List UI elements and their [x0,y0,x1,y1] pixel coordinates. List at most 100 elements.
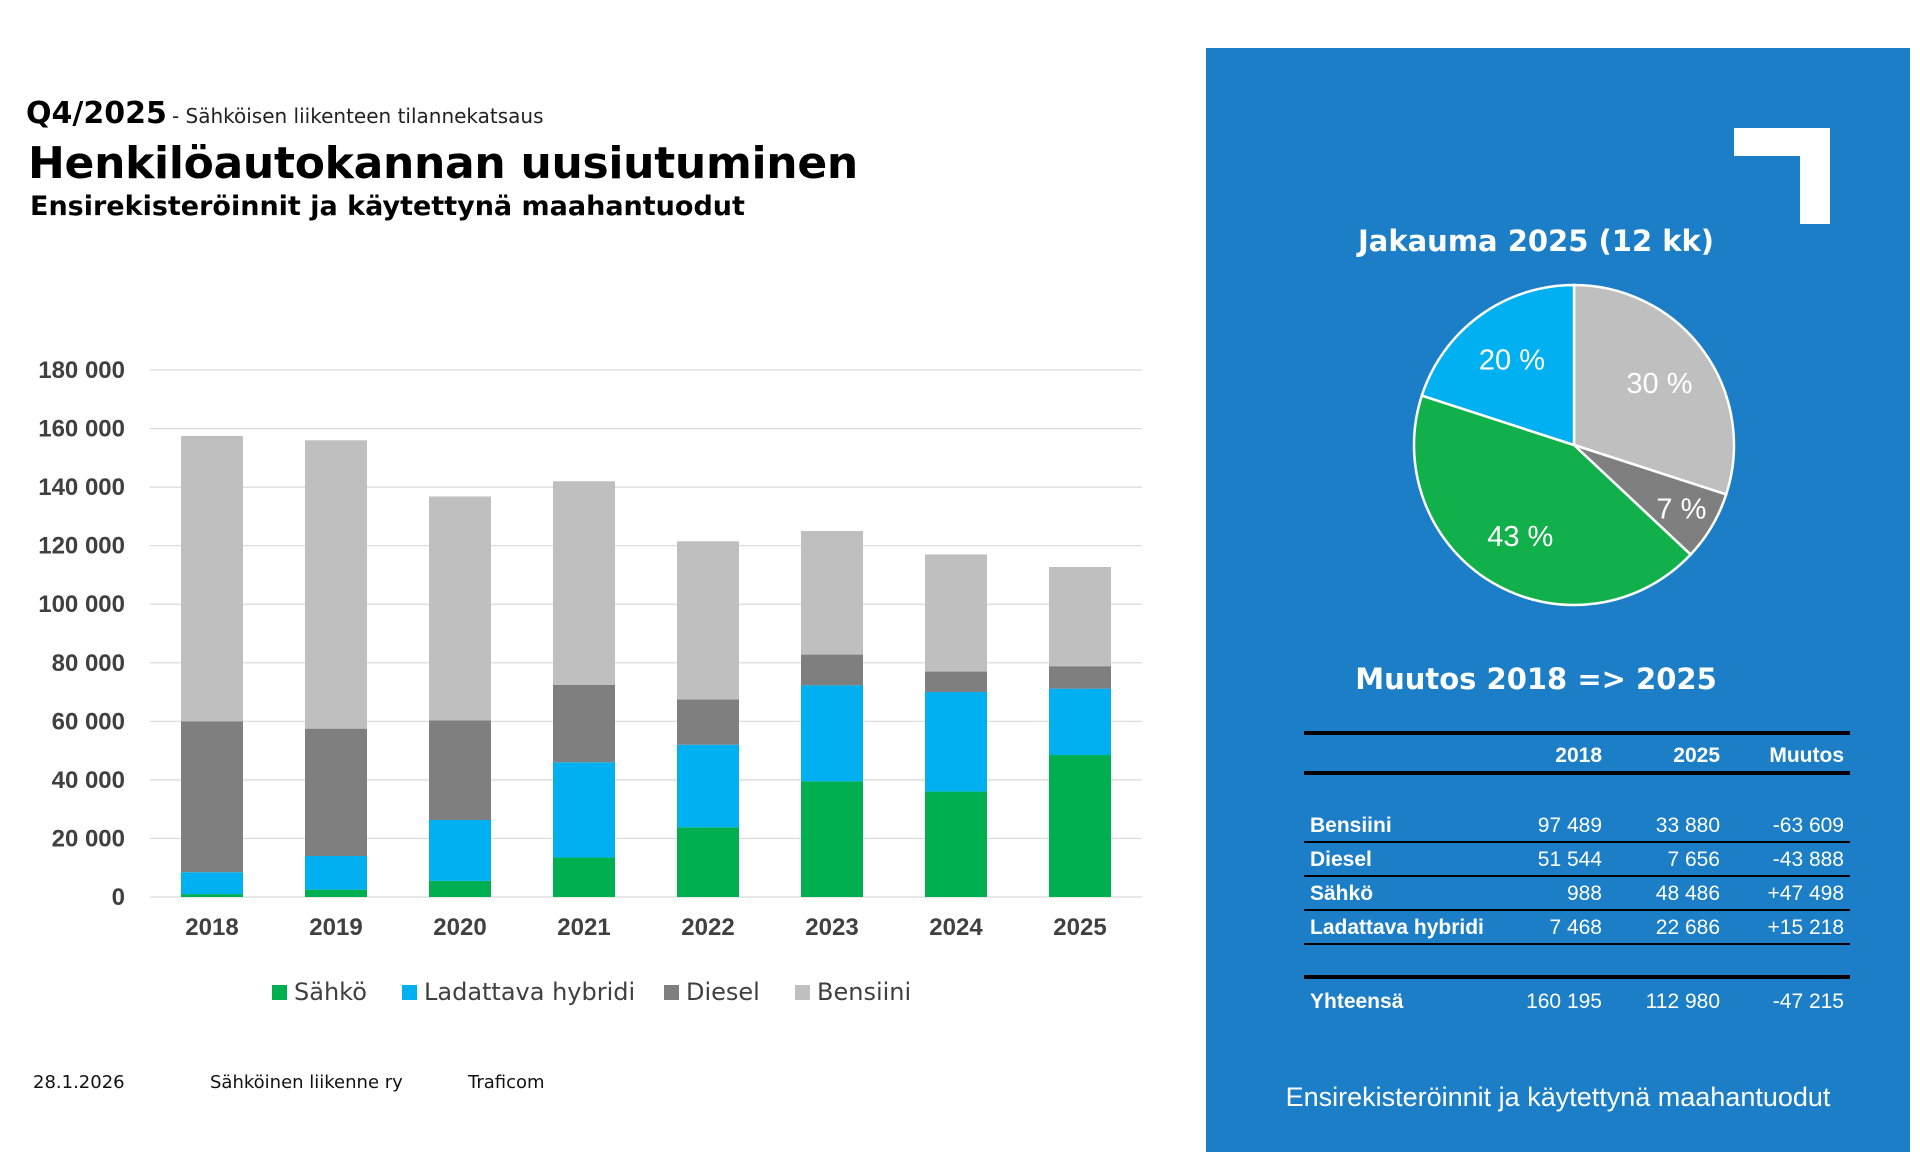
bar-segment [925,692,987,792]
y-tick-label: 100 000 [38,591,125,618]
bar-segment [1049,567,1111,667]
footer-date: 28.1.2026 [33,1072,125,1093]
y-tick-label: 80 000 [52,650,125,677]
summary-panel: Jakauma 2025 (12 kk) 30 % 7 % 43 % 20 % Muu… [1206,48,1910,1152]
y-tick-label: 180 000 [38,357,125,384]
total-2025: 112 980 [1645,990,1720,1013]
bar-segment [1049,688,1111,756]
legend-swatch [402,985,417,1000]
row-label: Ladattava hybridi [1310,916,1484,939]
bar-segment [305,440,367,729]
bar-segment [677,699,739,745]
bar-segment [181,721,243,873]
table-row: Ladattava hybridi 7 468 22 686 +15 218 [1304,911,1850,945]
pie-title: Jakauma 2025 (12 kk) [1357,224,1715,258]
panel-footer: Ensirekisteröinnit ja käytettynä maahant… [1285,1082,1831,1112]
x-tick-label: 2022 [681,914,734,941]
y-tick-label: 160 000 [38,416,125,443]
row-2018: 97 489 [1537,814,1602,837]
table-title: Muutos 2018 => 2025 [1355,662,1717,696]
col-2018-header: 2018 [1555,744,1602,767]
legend-swatch [272,985,287,1000]
bar-segment [677,744,739,828]
table-header-row: 2018 2025 Muutos [1304,735,1850,775]
pie-slice [1412,393,1693,607]
y-tick-label: 40 000 [52,767,125,794]
pie-slice [1572,283,1736,497]
bar-segment [925,554,987,672]
pie-chart: 30 % 7 % 43 % 20 % [1412,283,1736,607]
row-2018: 7 468 [1549,916,1602,939]
page-subtitle: Ensirekisteröinnit ja käytettynä maahant… [30,191,745,222]
row-label: Diesel [1310,848,1372,871]
x-tick-label: 2019 [309,914,362,941]
legend-label: Diesel [686,978,760,1006]
bar-segment [801,654,863,686]
y-tick-label: 120 000 [38,533,125,560]
bar-segment [429,819,491,881]
total-change: -47 215 [1772,990,1844,1013]
bar-segment [925,671,987,693]
total-label: Yhteensä [1310,990,1404,1013]
col-change-header: Muutos [1769,744,1844,767]
report-subtitle: - Sähköisen liikenteen tilannekatsaus [171,104,544,128]
bar-segment [1049,666,1111,689]
bar-segment [677,541,739,700]
x-tick-label: 2021 [557,914,610,941]
x-tick-label: 2024 [929,914,983,941]
row-label: Sähkö [1310,882,1374,905]
pie-label: 30 % [1626,368,1692,400]
bar-segment [801,685,863,782]
legend-label: Bensiini [817,978,911,1006]
legend-swatch [664,985,679,1000]
table-row: Sähkö 988 48 486 +47 498 [1304,877,1850,911]
x-tick-label: 2023 [805,914,858,941]
legend-swatch [795,985,810,1000]
row-change: -43 888 [1772,848,1844,871]
bar-segment [305,728,367,857]
bar-segment [181,872,243,895]
row-2025: 22 686 [1655,916,1720,939]
row-change: -63 609 [1772,814,1844,837]
legend-label: Sähkö [294,978,367,1006]
footer-source: Traficom [468,1072,545,1093]
bar-segment [429,880,491,897]
x-tick-label: 2020 [433,914,486,941]
row-label: Bensiini [1310,814,1392,837]
row-2025: 48 486 [1655,882,1720,905]
row-change: +47 498 [1767,882,1845,905]
traficom-logo-icon [1734,128,1830,224]
row-2018: 51 544 [1537,848,1602,871]
bar-segment [553,857,615,897]
table-row: Diesel 51 544 7 656 -43 888 [1304,843,1850,877]
pie-label: 43 % [1487,521,1553,553]
bar-segment [801,781,863,897]
y-tick-label: 140 000 [38,474,125,501]
pie-slice [1420,283,1576,447]
stacked-bar-chart: 0 20 000 40 000 60 000 80 000 100 000 120 000 1… [38,357,1142,1006]
header-line: Q4/2025 - Sähköisen liikenteen tilanneka… [26,96,544,131]
table-total-row: Yhteensä 160 195 112 980 -47 215 [1304,979,1850,1017]
row-2025: 7 656 [1667,848,1720,871]
x-tick-label: 2018 [185,914,238,941]
footer-org: Sähköinen liikenne ry [210,1072,403,1093]
y-tick-label: 20 000 [52,825,125,852]
pie-label: 7 % [1656,494,1706,526]
col-2025-header: 2025 [1673,744,1720,767]
x-tick-label: 2025 [1053,914,1106,941]
row-2025: 33 880 [1655,814,1720,837]
bar-segment [553,762,615,858]
bar-segment [553,481,615,685]
period-label: Q4/2025 [26,96,167,131]
bar-segment [553,684,615,763]
row-change: +15 218 [1767,916,1845,939]
pie-label: 20 % [1479,345,1545,377]
bar-segment [429,720,491,820]
bar-segment [677,827,739,897]
bar-segment [429,496,491,721]
bar-segment [305,889,367,897]
y-tick-label: 0 [112,884,125,911]
bar-segment [181,894,243,897]
table-row: Bensiini 97 489 33 880 -63 609 [1304,809,1850,843]
bar-segment [801,531,863,655]
